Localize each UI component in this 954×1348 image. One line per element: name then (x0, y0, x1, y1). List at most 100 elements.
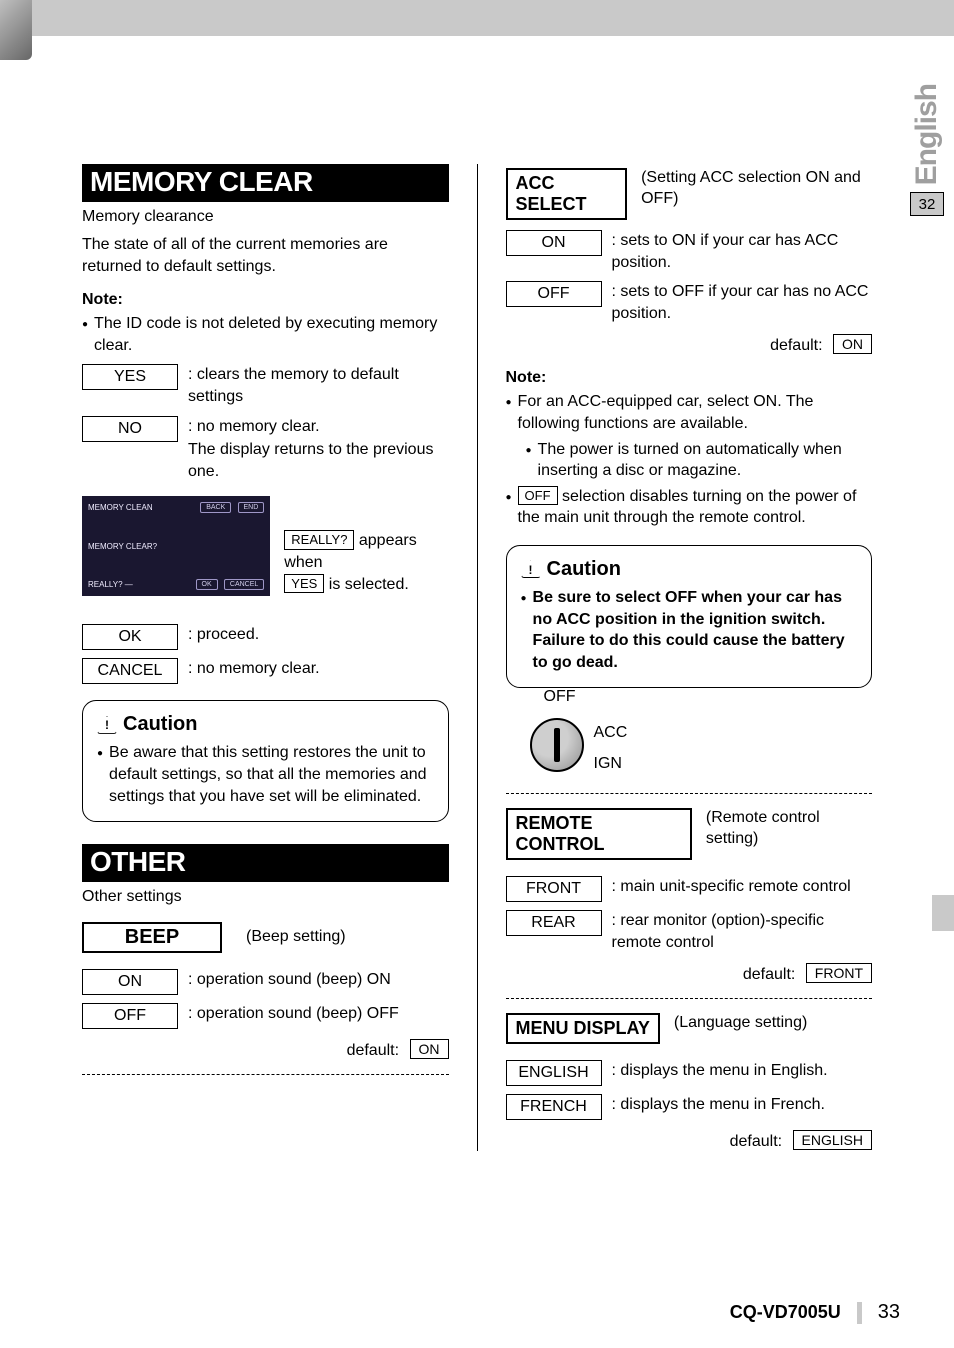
top-bar (0, 0, 954, 36)
device-screenshot: MEMORY CLEAN BACK END MEMORY CLEAR? REAL… (82, 496, 270, 596)
menu-french-desc: : displays the menu in French. (612, 1094, 825, 1116)
acc-default: default: ON (506, 334, 873, 355)
acc-default-val: ON (833, 334, 872, 354)
remote-front: FRONT (506, 876, 602, 902)
beep-off-desc: : operation sound (beep) OFF (188, 1003, 399, 1025)
caption-yes-box: YES (284, 574, 324, 594)
beep-options: ON : operation sound (beep) ON OFF : ope… (82, 969, 449, 1029)
dial-ign-label: IGN (594, 749, 628, 779)
option-yes-desc: : clears the memory to default settings (188, 364, 449, 407)
remote-default: default: FRONT (506, 963, 873, 984)
dial-acc-label: ACC (594, 718, 628, 748)
memory-options: YES : clears the memory to default setti… (82, 364, 449, 482)
beep-paren: (Beep setting) (246, 927, 346, 948)
remote-rear-desc: : rear monitor (option)-specific remote … (612, 910, 873, 953)
acc-caution: Caution Be sure to select OFF when your … (506, 545, 873, 688)
remote-rear: REAR (506, 910, 602, 936)
device-ok: OK (196, 579, 218, 590)
option-no-desc: : no memory clear. (188, 416, 449, 438)
option-ok: OK (82, 624, 178, 650)
option-cancel: CANCEL (82, 658, 178, 684)
device-caption: REALLY? appears when YES is selected. (284, 530, 448, 595)
menu-english-desc: : displays the menu in English. (612, 1060, 828, 1082)
option-no: NO (82, 416, 178, 442)
menu-options: ENGLISH : displays the menu in English. … (506, 1060, 873, 1120)
device-really: REALLY? — (88, 580, 133, 589)
memory-clear-intro: The state of all of the current memories… (82, 234, 449, 277)
dashed-separator (506, 998, 873, 999)
page-footer: CQ-VD7005U 33 (0, 1301, 954, 1324)
device-back: BACK (200, 502, 231, 513)
remote-heading-row: REMOTE CONTROL (Remote control setting) (506, 808, 873, 860)
acc-on: ON (506, 230, 602, 256)
remote-options: FRONT : main unit-specific remote contro… (506, 876, 873, 953)
remote-front-desc: : main unit-specific remote control (612, 876, 851, 898)
ignition-dial-icon (530, 718, 584, 772)
other-title: OTHER (82, 844, 449, 882)
caution-label: Caution (123, 713, 197, 736)
remote-default-val: FRONT (806, 963, 872, 983)
page-number: 33 (878, 1301, 900, 1324)
acc-on-desc: : sets to ON if your car has ACC positio… (612, 230, 873, 273)
beep-default: default: ON (82, 1039, 449, 1060)
acc-select-paren: (Setting ACC selection ON and OFF) (641, 168, 872, 210)
acc-select-label: ACC SELECT (506, 168, 628, 220)
remote-control-label: REMOTE CONTROL (506, 808, 692, 860)
menu-heading-row: MENU DISPLAY (Language setting) (506, 1013, 873, 1044)
remote-control-paren: (Remote control setting) (706, 808, 872, 850)
dashed-separator (82, 1074, 449, 1075)
note-heading: Note: (82, 291, 449, 309)
option-yes: YES (82, 364, 178, 390)
device-cancel: CANCEL (224, 579, 264, 590)
option-cancel-desc: : no memory clear. (188, 658, 320, 680)
caution-label: Caution (547, 558, 621, 581)
dashed-separator (506, 793, 873, 794)
warning-icon (97, 716, 117, 734)
menu-french: FRENCH (506, 1094, 602, 1120)
acc-caution-body: Be sure to select OFF when your car has … (521, 587, 858, 673)
model-number: CQ-VD7005U (730, 1302, 841, 1323)
device-title: MEMORY CLEAN (88, 503, 153, 512)
device-row: MEMORY CLEAN BACK END MEMORY CLEAR? REAL… (82, 482, 449, 596)
acc-off-desc: : sets to OFF if your car has no ACC pos… (612, 281, 873, 324)
beep-on: ON (82, 969, 178, 995)
device-line1: MEMORY CLEAR? (88, 542, 264, 551)
option-no-desc2: The display returns to the previous one. (188, 439, 449, 482)
beep-label: BEEP (82, 922, 222, 953)
beep-heading-row: BEEP (Beep setting) (82, 922, 449, 953)
column-divider (477, 164, 478, 1151)
beep-off: OFF (82, 1003, 178, 1029)
acc-note-heading: Note: (506, 369, 873, 387)
beep-default-val: ON (410, 1039, 449, 1059)
dial-off-label: OFF (544, 688, 873, 706)
other-subtitle: Other settings (82, 888, 449, 906)
menu-display-paren: (Language setting) (674, 1013, 807, 1034)
acc-off: OFF (506, 281, 602, 307)
memory-caution: Caution Be aware that this setting resto… (82, 700, 449, 822)
note-id-code: The ID code is not deleted by executing … (82, 313, 449, 356)
caption-really-box: REALLY? (284, 530, 354, 550)
footer-bar (857, 1302, 862, 1324)
menu-default: default: ENGLISH (506, 1130, 873, 1151)
menu-default-val: ENGLISH (793, 1130, 872, 1150)
side-stub (932, 895, 954, 931)
beep-on-desc: : operation sound (beep) ON (188, 969, 391, 991)
acc-note2-box: OFF (518, 486, 558, 506)
option-ok-desc: : proceed. (188, 624, 259, 646)
memory-clear-title: MEMORY CLEAR (82, 164, 449, 202)
side-page-box: 32 (910, 192, 944, 216)
acc-note1: For an ACC-equipped car, select ON. The … (506, 391, 873, 434)
memory-caution-body: Be aware that this setting restores the … (97, 742, 434, 807)
side-language-label: English (910, 84, 944, 185)
warning-icon (521, 560, 541, 578)
right-column: ACC SELECT (Setting ACC selection ON and… (506, 164, 873, 1151)
corner-tab (0, 0, 32, 60)
memory-clear-subtitle: Memory clearance (82, 208, 449, 226)
acc-heading-row: ACC SELECT (Setting ACC selection ON and… (506, 168, 873, 220)
left-column: MEMORY CLEAR Memory clearance The state … (82, 164, 449, 1151)
page-body: MEMORY CLEAR Memory clearance The state … (82, 164, 872, 1151)
menu-english: ENGLISH (506, 1060, 602, 1086)
acc-options: ON : sets to ON if your car has ACC posi… (506, 230, 873, 324)
menu-display-label: MENU DISPLAY (506, 1013, 660, 1044)
device-end: END (238, 502, 265, 513)
